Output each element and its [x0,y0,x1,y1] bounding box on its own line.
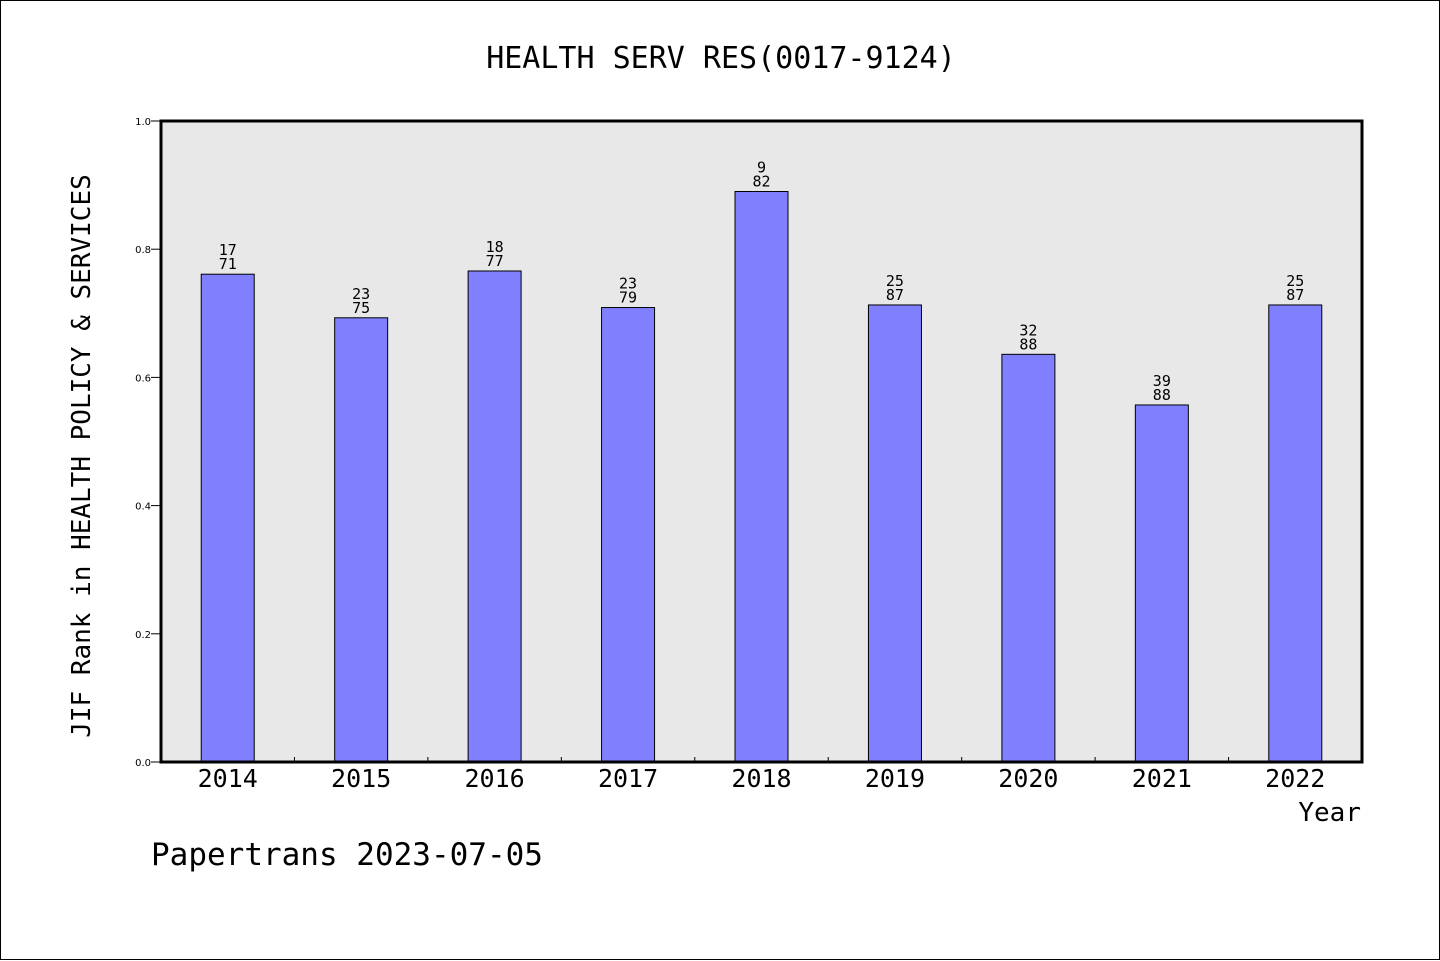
y-tick-label: 0.6 [135,373,151,384]
rank-label-total: 88 [1019,335,1037,353]
y-tick-label: 0.0 [135,758,151,769]
y-axis-label: JIF Rank in HEALTH POLICY & SERVICES [67,174,97,738]
bar-2020 [1001,353,1056,763]
rank-label-position: 39 [1153,372,1171,390]
bar-2015 [334,317,389,763]
rank-label-position: 9 [757,159,766,177]
bar-2016 [467,270,522,763]
x-axis-label: Year [1298,798,1361,828]
x-tick-label: 2015 [331,764,391,793]
bar-2014 [200,273,255,763]
x-tick-label: 2016 [465,764,525,793]
x-tick-label: 2018 [731,764,791,793]
rank-label-position: 32 [1019,321,1037,339]
y-tick-label: 0.2 [135,630,151,641]
rank-label-total: 79 [619,289,637,307]
bars [200,191,1323,763]
rank-label-position: 23 [619,275,637,293]
rank-label-position: 25 [886,272,904,290]
plot-border [159,119,1364,764]
bar-2019 [867,304,922,763]
bar-2021 [1134,404,1189,763]
y-tick-label: 1.0 [135,117,151,128]
x-tick-label: 2022 [1265,764,1325,793]
x-tick-label: 2014 [198,764,258,793]
rank-label-total: 88 [1153,386,1171,404]
rank-label-total: 77 [486,252,504,270]
chart-title: HEALTH SERV RES(0017-9124) [486,41,956,76]
rank-label-position: 18 [486,238,504,256]
rank-label-total: 87 [1286,286,1304,304]
x-tick-label: 2019 [865,764,925,793]
data-labels: 2014177120152375201618772017237920189822… [198,159,1326,793]
x-tick-label: 2021 [1132,764,1192,793]
rank-label-position: 17 [219,241,237,259]
bar-2017 [601,307,656,763]
x-tick-label: 2020 [998,764,1058,793]
rank-label-total: 87 [886,286,904,304]
rank-label-position: 23 [352,285,370,303]
rank-label-total: 75 [352,299,370,317]
footer-stamp: Papertrans 2023-07-05 [151,837,543,873]
y-tick-label: 0.4 [135,502,151,513]
axis-ticks: 0.0 0.2 0.4 0.6 0.8 1.0 [135,117,1230,769]
rank-label-total: 71 [219,255,237,273]
y-tick-label: 0.8 [135,245,151,256]
bar-2022 [1268,304,1323,763]
bar-2018 [734,191,789,763]
x-tick-label: 2017 [598,764,658,793]
rank-label-total: 82 [752,173,770,191]
rank-label-position: 25 [1286,272,1304,290]
